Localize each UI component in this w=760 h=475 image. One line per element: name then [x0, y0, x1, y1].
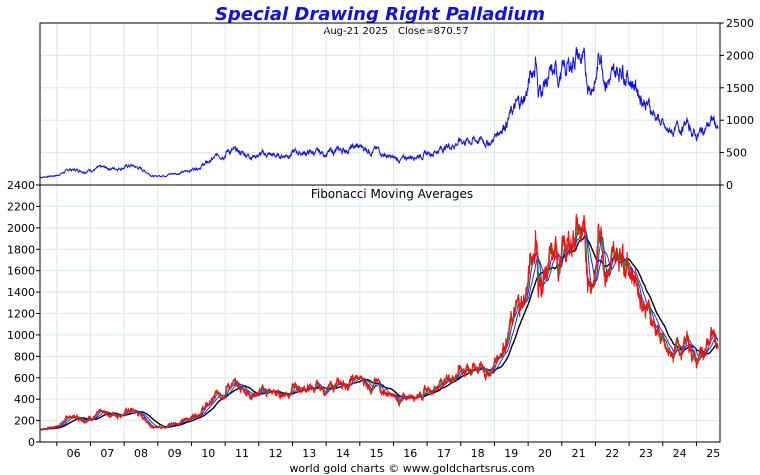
price-line-bottom: [39, 213, 719, 432]
x-tick-label: 20: [538, 447, 552, 460]
bottom-y-tick-label: 1800: [7, 243, 35, 256]
top-panel-grid: [40, 22, 720, 186]
x-tick-label: 21: [572, 447, 586, 460]
ma-line-ma-slow: [39, 234, 719, 431]
top-y-tick-label: 1500: [726, 82, 754, 95]
x-tick-label: 11: [235, 447, 249, 460]
x-axis: 06 07 08 09 10 11 12 13 14 15 16 17 18 19 20 21 22 23 24 25: [56, 442, 720, 460]
bottom-panel-series: [39, 213, 719, 432]
x-tick-label: 24: [673, 447, 687, 460]
bottom-y-tick-label: 200: [14, 415, 35, 428]
x-tick-label: 18: [471, 447, 485, 460]
bottom-y-tick-label: 1200: [7, 308, 35, 321]
top-panel-frame: [39, 22, 721, 186]
x-tick-label: 08: [134, 447, 148, 460]
bottom-panel-grid: [40, 184, 720, 443]
x-tick-label: 06: [67, 447, 81, 460]
top-y-tick-label: 2500: [726, 17, 754, 30]
x-tick-label: 19: [504, 447, 518, 460]
bottom-y-tick-label: 2000: [7, 222, 35, 235]
bottom-y-tick-label: 1000: [7, 329, 35, 342]
x-tick-label: 13: [302, 447, 316, 460]
x-tick-label: 25: [706, 447, 720, 460]
x-tick-label: 23: [639, 447, 653, 460]
x-tick-label: 15: [370, 447, 384, 460]
x-tick-label: 17: [437, 447, 451, 460]
x-tick-label: 14: [336, 447, 350, 460]
bottom-y-tick-label: 1400: [7, 286, 35, 299]
x-tick-label: 07: [100, 447, 114, 460]
bottom-y-tick-label: 2400: [7, 179, 35, 192]
top-y-tick-label: 1000: [726, 114, 754, 127]
price-line: [39, 46, 719, 179]
bottom-y-axis: 0 200 400 600 800 1000 1200 1400 1600 1800 2000 220…: [7, 179, 40, 449]
bottom-y-tick-label: 0: [28, 436, 35, 449]
x-tick-label: 16: [403, 447, 417, 460]
bottom-y-tick-label: 800: [14, 350, 35, 363]
top-y-tick-label: 0: [726, 179, 733, 192]
x-tick-label: 09: [168, 447, 182, 460]
chart-title: Special Drawing Right Palladium: [215, 4, 545, 25]
top-y-tick-label: 2000: [726, 49, 754, 62]
bottom-y-tick-label: 1600: [7, 265, 35, 278]
panel-title: Fibonacci Moving Averages: [311, 187, 473, 201]
bottom-y-tick-label: 600: [14, 372, 35, 385]
top-y-axis: 0 500 1000 1500 2000 2500: [720, 17, 754, 192]
top-panel-series: [39, 46, 719, 179]
bottom-y-tick-label: 2200: [7, 200, 35, 213]
x-tick-label: 22: [605, 447, 619, 460]
bottom-y-tick-label: 400: [14, 393, 35, 406]
footer: world gold charts © www.goldchartsrus.co…: [289, 462, 534, 475]
subtitle-date: Aug-21 2025: [324, 26, 389, 37]
x-tick-label: 10: [201, 447, 215, 460]
subtitle-close: Close=870.57: [398, 26, 469, 37]
top-y-tick-label: 500: [726, 147, 747, 160]
x-tick-label: 12: [269, 447, 283, 460]
